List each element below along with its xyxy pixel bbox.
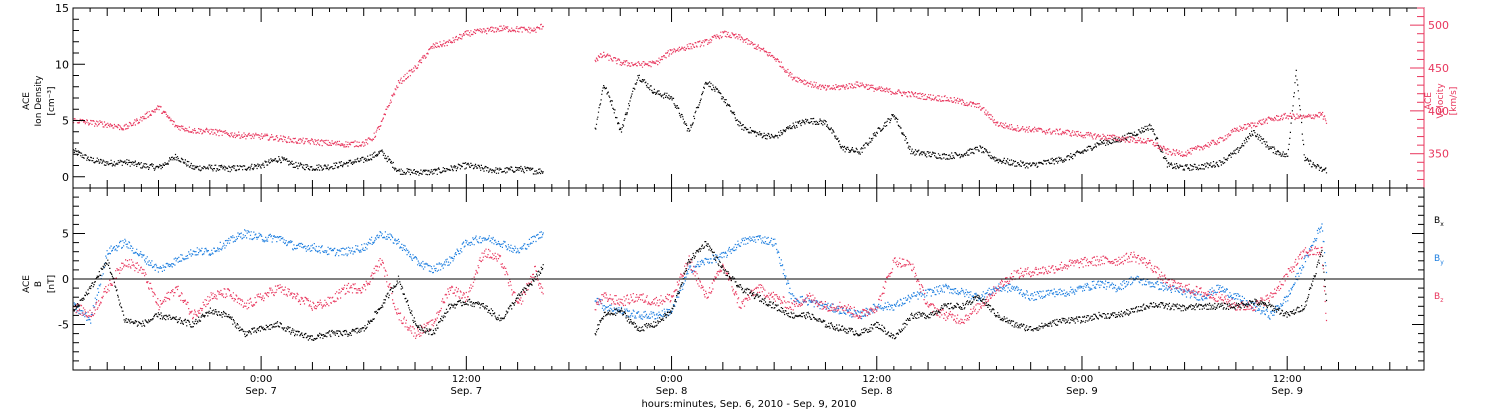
top-right-label-line2: Velocity bbox=[1436, 83, 1446, 119]
bz-series bbox=[73, 246, 1328, 339]
top-panel: 0 5 10 15 350 400 450 500 ACE Ion Density [cm⁻³… bbox=[22, 2, 1459, 189]
density-tick-label: 10 bbox=[55, 58, 69, 71]
bottom-left-label-line2: B bbox=[34, 281, 44, 287]
top-right-label-line1: ACE bbox=[1424, 92, 1434, 110]
legend: Bx By Bz bbox=[1434, 216, 1444, 304]
time-tick-label-date: Sep. 9 bbox=[1066, 386, 1098, 397]
time-tick-label-time: 12:00 bbox=[862, 374, 891, 385]
top-panel-data-marks bbox=[73, 23, 1328, 176]
time-tick-label-date: Sep. 8 bbox=[656, 386, 688, 397]
velocity-points bbox=[73, 23, 1328, 157]
legend-bx: Bx bbox=[1434, 216, 1444, 228]
top-left-label-line1: ACE bbox=[22, 92, 32, 110]
time-tick-label-date: Sep. 8 bbox=[861, 386, 893, 397]
bottom-left-label-line1: ACE bbox=[22, 275, 32, 293]
bottom-left-label-line3: [nT] bbox=[47, 275, 57, 293]
bottom-panel-axes: -5 0 5 bbox=[58, 8, 1425, 371]
time-tick-label-time: 0:00 bbox=[1071, 374, 1093, 385]
top-left-label-line2: Ion Density bbox=[34, 75, 44, 127]
legend-by: By bbox=[1434, 254, 1444, 266]
bottom-panel: -5 0 5 ACE B [nT] Bx By Bz bbox=[22, 8, 1444, 371]
top-right-label-line3: [km/s] bbox=[1449, 87, 1459, 116]
top-left-axis-label: ACE Ion Density [cm⁻³] bbox=[22, 75, 57, 127]
time-tick-label-date: Sep. 7 bbox=[245, 386, 277, 397]
top-right-axis-label: ACE Velocity [km/s] bbox=[1424, 83, 1459, 119]
b-tick-label: 0 bbox=[62, 273, 69, 286]
ion-density-points bbox=[73, 69, 1328, 176]
velocity-tick-label: 400 bbox=[1428, 105, 1449, 118]
density-tick-label: 0 bbox=[62, 171, 69, 184]
density-tick-label: 15 bbox=[55, 2, 69, 15]
time-tick-label-time: 0:00 bbox=[250, 374, 272, 385]
velocity-tick-label: 350 bbox=[1428, 148, 1449, 161]
b-tick-label: 5 bbox=[62, 228, 69, 241]
velocity-tick-label: 500 bbox=[1428, 19, 1449, 32]
legend-bz: Bz bbox=[1434, 292, 1443, 304]
time-tick-label-time: 0:00 bbox=[660, 374, 682, 385]
velocity-tick-label: 450 bbox=[1428, 62, 1449, 75]
density-tick-label: 5 bbox=[62, 115, 69, 128]
velocity-series bbox=[73, 23, 1328, 157]
top-left-label-line3: [cm⁻³] bbox=[47, 86, 57, 115]
time-tick-label-date: Sep. 7 bbox=[451, 386, 483, 397]
time-tick-label-date: Sep. 9 bbox=[1271, 386, 1303, 397]
top-panel-axes: 0 5 10 15 350 400 450 500 bbox=[55, 2, 1449, 189]
time-axis-title: hours:minutes, Sep. 6, 2010 - Sep. 9, 20… bbox=[641, 399, 856, 410]
bottom-left-axis-label: ACE B [nT] bbox=[22, 275, 57, 293]
time-tick-label-time: 12:00 bbox=[1273, 374, 1302, 385]
bx-points bbox=[73, 241, 1328, 341]
time-tick-label-time: 12:00 bbox=[452, 374, 481, 385]
bz-points bbox=[73, 246, 1328, 339]
ion-density-series bbox=[73, 69, 1328, 176]
bx-series bbox=[73, 241, 1328, 341]
b-tick-label: -5 bbox=[58, 319, 69, 332]
